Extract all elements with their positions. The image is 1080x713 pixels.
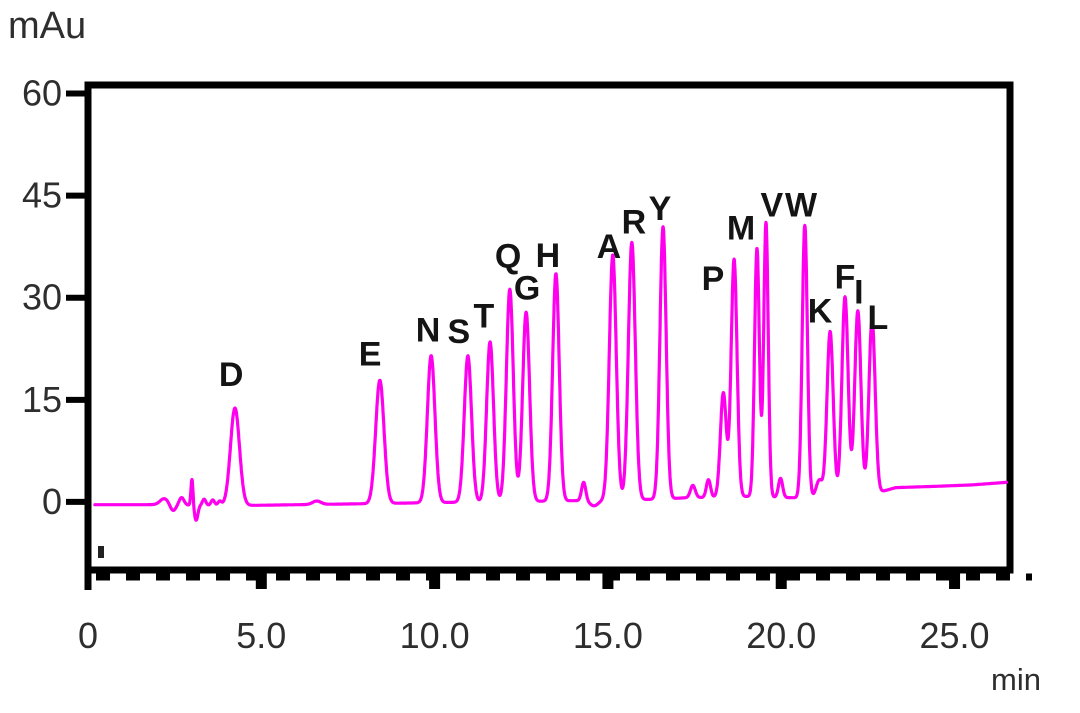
peak-label-T: T [473,297,494,335]
peak-label-L: L [868,299,889,337]
peak-label-H: H [536,237,561,275]
x-tick-label: 20.0 [746,615,816,656]
peak-label-V: V [761,186,784,224]
peak-label-K: K [808,293,833,331]
x-tick-label: 25.0 [920,615,990,656]
x-tick-label: 10.0 [400,615,470,656]
y-tick-label: 45 [22,175,62,216]
y-tick-label: 30 [22,277,62,318]
peak-label-R: R [622,203,647,241]
y-tick-label: 0 [42,481,62,522]
y-tick-label: 15 [22,379,62,420]
peak-label-E: E [359,336,382,374]
x-tick-label: 5.0 [236,615,286,656]
peak-label-Y: Y [649,190,672,228]
minor-mark [98,546,104,558]
y-tick-label: 60 [22,73,62,114]
x-tick-label: 0 [78,615,98,656]
peak-label-S: S [448,313,471,351]
peak-label-W: W [785,186,818,224]
peak-label-I: I [854,274,863,312]
peak-label-N: N [416,312,441,350]
peak-label-G: G [514,270,540,308]
peak-label-D: D [219,356,244,394]
peak-label-P: P [702,260,725,298]
plot-frame [84,81,1014,574]
peak-label-A: A [597,228,622,266]
peak-label-M: M [727,210,755,248]
y-axis-unit-label: mAu [8,5,87,47]
chromatogram-trace [93,220,1009,522]
x-tick-label: 15.0 [573,615,643,656]
x-axis-unit-label: min [991,662,1041,697]
peak-label-Q: Q [495,238,521,276]
peak-label-F: F [835,259,856,297]
